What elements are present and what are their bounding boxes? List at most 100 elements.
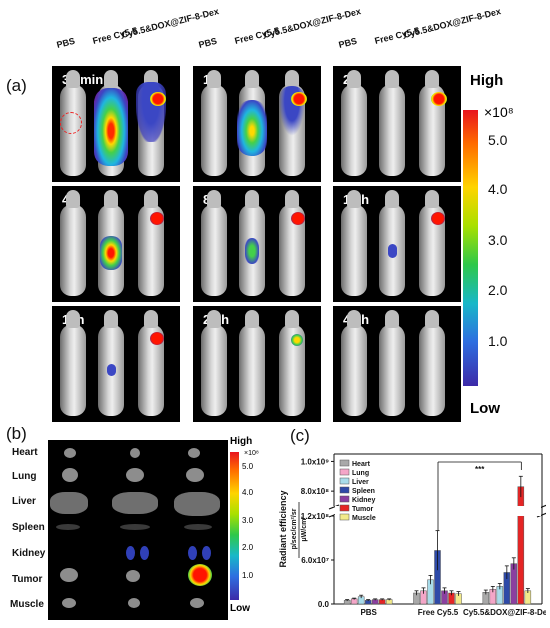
image-tile-48h: 48 h bbox=[333, 306, 461, 422]
organ-label-spleen: Spleen bbox=[12, 522, 45, 533]
legend-label: Spleen bbox=[352, 488, 375, 495]
tumor-marker-circle bbox=[60, 112, 82, 134]
image-tile-30min: 30 min bbox=[52, 66, 180, 182]
y-tick-label: 0.0 bbox=[318, 600, 330, 609]
legend-swatch bbox=[339, 477, 350, 485]
colorbar-b-exponent: ×10⁸ bbox=[244, 450, 259, 457]
column-label-pbs: PBS bbox=[337, 35, 358, 50]
colorbar-a-tick: 4.0 bbox=[488, 181, 508, 197]
axis-break-mark bbox=[536, 512, 546, 518]
colorbar-b-high: High bbox=[230, 436, 253, 447]
mouse-free-cy55 bbox=[237, 70, 267, 176]
colorbar-a-high: High bbox=[470, 72, 504, 89]
image-tile-2h: 2 h bbox=[333, 66, 461, 182]
organ-label-kidney: Kidney bbox=[12, 548, 46, 559]
legend-swatch bbox=[339, 495, 350, 503]
panel-b-letter: (b) bbox=[6, 424, 27, 443]
ex-vivo-organ-image bbox=[48, 440, 228, 620]
x-tick-label: PBS bbox=[360, 608, 377, 617]
column-label-nanoparticle: Cy5.5&DOX@ZIF-8-Dex bbox=[402, 6, 502, 40]
mouse-nanoparticle bbox=[279, 70, 307, 176]
organ-label-liver: Liver bbox=[12, 496, 36, 507]
colorbar-b-tick: 2.0 bbox=[242, 543, 254, 552]
panel-c-letter: (c) bbox=[290, 426, 310, 445]
colorbar-a-tick: 1.0 bbox=[488, 333, 508, 349]
column-label-pbs: PBS bbox=[55, 35, 76, 50]
mouse-pbs bbox=[201, 70, 227, 176]
column-label-pbs: PBS bbox=[197, 35, 218, 50]
bar bbox=[350, 598, 358, 605]
mouse-free-cy55 bbox=[98, 190, 124, 296]
y-axis-unit-top: p/sec/cm²/sr bbox=[291, 508, 298, 549]
colorbar-b-tick: 4.0 bbox=[242, 488, 254, 497]
mouse-nanoparticle bbox=[419, 190, 445, 296]
y-tick-label: 8.0x10⁸ bbox=[301, 487, 329, 496]
mouse-nanoparticle bbox=[279, 310, 305, 416]
colorbar-b-tick: 1.0 bbox=[242, 571, 254, 580]
colorbar-a-tick: 2.0 bbox=[488, 282, 508, 298]
colorbar-a-tick: 5.0 bbox=[488, 132, 508, 148]
organ-label-tumor: Tumor bbox=[12, 574, 43, 585]
bar-chart: 0.0 6.0x10⁷ 1.2x10⁸ 8.0x10⁸ 1.0x10⁹ Radiant e… bbox=[278, 453, 546, 617]
organ-label-lung: Lung bbox=[12, 471, 37, 482]
image-tile-24h: 24 h bbox=[193, 306, 321, 422]
image-tile-12h: 12 h bbox=[333, 186, 461, 302]
legend-swatch bbox=[339, 468, 350, 476]
colorbar-a-low: Low bbox=[470, 400, 500, 417]
colorbar-b-tick: 5.0 bbox=[242, 462, 254, 471]
organ-label-muscle: Muscle bbox=[10, 599, 44, 610]
legend-label: Tumor bbox=[352, 506, 374, 513]
mouse-pbs bbox=[341, 310, 367, 416]
legend-swatch bbox=[339, 513, 350, 521]
bar bbox=[510, 563, 518, 605]
mouse-nanoparticle bbox=[138, 190, 164, 296]
organ-label-heart: Heart bbox=[12, 447, 38, 458]
mouse-nanoparticle bbox=[136, 70, 166, 176]
mouse-free-cy55 bbox=[379, 70, 405, 176]
y-axis-label: Radiant efficiency bbox=[278, 490, 288, 567]
mouse-free-cy55 bbox=[239, 310, 265, 416]
column-label-nanoparticle: Cy5.5&DOX@ZIF-8-Dex bbox=[120, 6, 220, 40]
mouse-pbs bbox=[60, 190, 86, 296]
colorbar-a bbox=[463, 110, 478, 386]
mouse-free-cy55 bbox=[239, 190, 265, 296]
mouse-free-cy55 bbox=[98, 310, 124, 416]
legend-label: Lung bbox=[352, 470, 369, 477]
panel-a-letter: (a) bbox=[6, 76, 27, 95]
mouse-nanoparticle bbox=[138, 310, 164, 416]
y-tick-label: 1.0x10⁹ bbox=[301, 457, 329, 466]
mouse-free-cy55 bbox=[379, 190, 405, 296]
y-tick-label: 6.0x10⁷ bbox=[301, 556, 329, 565]
mouse-free-cy55 bbox=[379, 310, 405, 416]
colorbar-b bbox=[230, 452, 239, 600]
legend-label: Heart bbox=[352, 461, 371, 468]
mouse-pbs bbox=[341, 70, 367, 176]
image-tile-16h: 16h bbox=[52, 306, 180, 422]
significance-label: *** bbox=[475, 465, 485, 474]
colorbar-b-tick: 3.0 bbox=[242, 516, 254, 525]
x-tick-label: Free Cy5.5 bbox=[418, 608, 459, 617]
image-tile-8h: 8 h bbox=[193, 186, 321, 302]
y-axis-unit-bottom: μW/cm² bbox=[301, 516, 308, 542]
colorbar-a-exponent: ×10⁸ bbox=[484, 104, 514, 120]
image-tile-4h: 4 h bbox=[52, 186, 180, 302]
image-tile-1h: 1 h bbox=[193, 66, 321, 182]
mouse-nanoparticle bbox=[419, 310, 445, 416]
axis-break-mark bbox=[328, 504, 340, 510]
legend-swatch bbox=[339, 504, 350, 512]
colorbar-b-low: Low bbox=[230, 603, 250, 614]
legend-swatch bbox=[339, 459, 350, 467]
mouse-pbs bbox=[341, 190, 367, 296]
mouse-free-cy55 bbox=[94, 70, 128, 176]
legend-swatch bbox=[339, 486, 350, 494]
mouse-nanoparticle bbox=[279, 190, 305, 296]
mouse-nanoparticle bbox=[419, 70, 447, 176]
mouse-pbs bbox=[201, 190, 227, 296]
colorbar-a-tick: 3.0 bbox=[488, 232, 508, 248]
mouse-pbs bbox=[201, 310, 227, 416]
bar bbox=[517, 486, 525, 605]
column-label-nanoparticle: Cy5.5&DOX@ZIF-8-Dex bbox=[262, 6, 362, 40]
legend-label: Muscle bbox=[352, 515, 376, 522]
legend-label: Liver bbox=[352, 479, 369, 486]
mouse-pbs bbox=[60, 310, 86, 416]
